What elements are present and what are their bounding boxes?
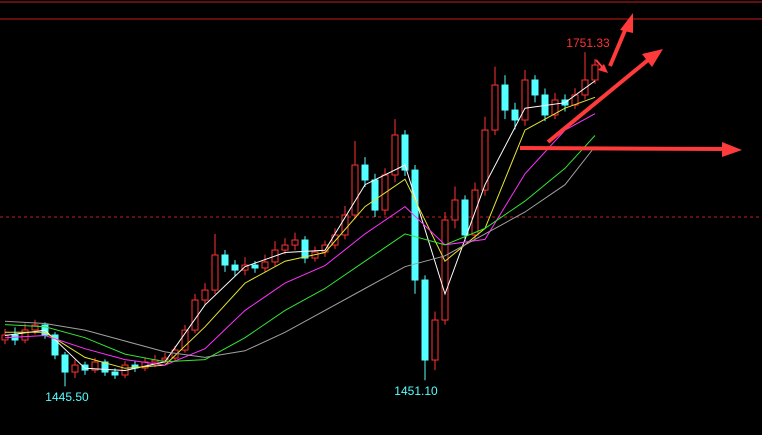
candle-body xyxy=(411,169,419,281)
candle-body xyxy=(361,164,369,181)
arrow-head xyxy=(722,142,742,157)
candle-body xyxy=(531,79,539,96)
candle-body xyxy=(371,179,379,211)
candle-body xyxy=(491,84,499,131)
candle-body xyxy=(251,264,259,269)
candle-body xyxy=(461,199,469,236)
candle-body xyxy=(431,319,439,361)
moving-average xyxy=(4,113,596,366)
candle-body xyxy=(101,361,109,373)
moving-average xyxy=(5,96,596,369)
arrows xyxy=(519,13,742,157)
candle-body xyxy=(551,99,559,116)
moving-average xyxy=(4,80,596,372)
candle-body xyxy=(521,79,529,121)
candle-body xyxy=(221,254,229,266)
candle-body xyxy=(331,234,339,246)
candle-body xyxy=(421,279,429,361)
candle-body xyxy=(261,261,269,269)
candle-body xyxy=(241,264,249,271)
candle-body xyxy=(591,64,599,81)
plot-area xyxy=(1,52,599,387)
high-label: 1751.33 xyxy=(566,36,610,50)
candle-body xyxy=(71,364,79,373)
candle-body xyxy=(81,364,89,371)
candle-body xyxy=(191,299,199,331)
low-label: 1451.10 xyxy=(394,384,438,398)
candle-body xyxy=(181,329,189,351)
moving-average xyxy=(4,146,596,358)
candle-body xyxy=(441,219,449,321)
candle-body xyxy=(511,109,519,121)
candle-body xyxy=(501,84,509,111)
arrow xyxy=(546,58,650,144)
arrow xyxy=(519,146,725,151)
candle-body xyxy=(91,361,99,371)
candle-body xyxy=(291,239,299,246)
candle-body xyxy=(201,289,209,301)
arrow-head xyxy=(598,64,608,73)
candle-body xyxy=(401,134,409,171)
candle-body xyxy=(51,334,59,356)
moving-average xyxy=(4,135,596,363)
candle-body xyxy=(481,129,489,191)
candle-body xyxy=(21,329,29,341)
arrow xyxy=(608,27,628,67)
arrow-head xyxy=(642,49,663,67)
candle-body xyxy=(231,264,239,271)
candle-body xyxy=(341,214,349,236)
candle-body xyxy=(351,164,359,216)
candle-body xyxy=(211,254,219,291)
candle-body xyxy=(451,199,459,221)
candle-body xyxy=(61,354,69,373)
low-label: 1445.50 xyxy=(45,390,89,404)
candle-body xyxy=(301,239,309,259)
candle-body xyxy=(161,357,169,361)
candle-body xyxy=(111,371,119,376)
candle-body xyxy=(391,134,399,176)
candle-body xyxy=(581,79,589,96)
candle-body xyxy=(31,324,39,331)
arrow-head xyxy=(620,13,633,33)
candle-body xyxy=(281,244,289,251)
